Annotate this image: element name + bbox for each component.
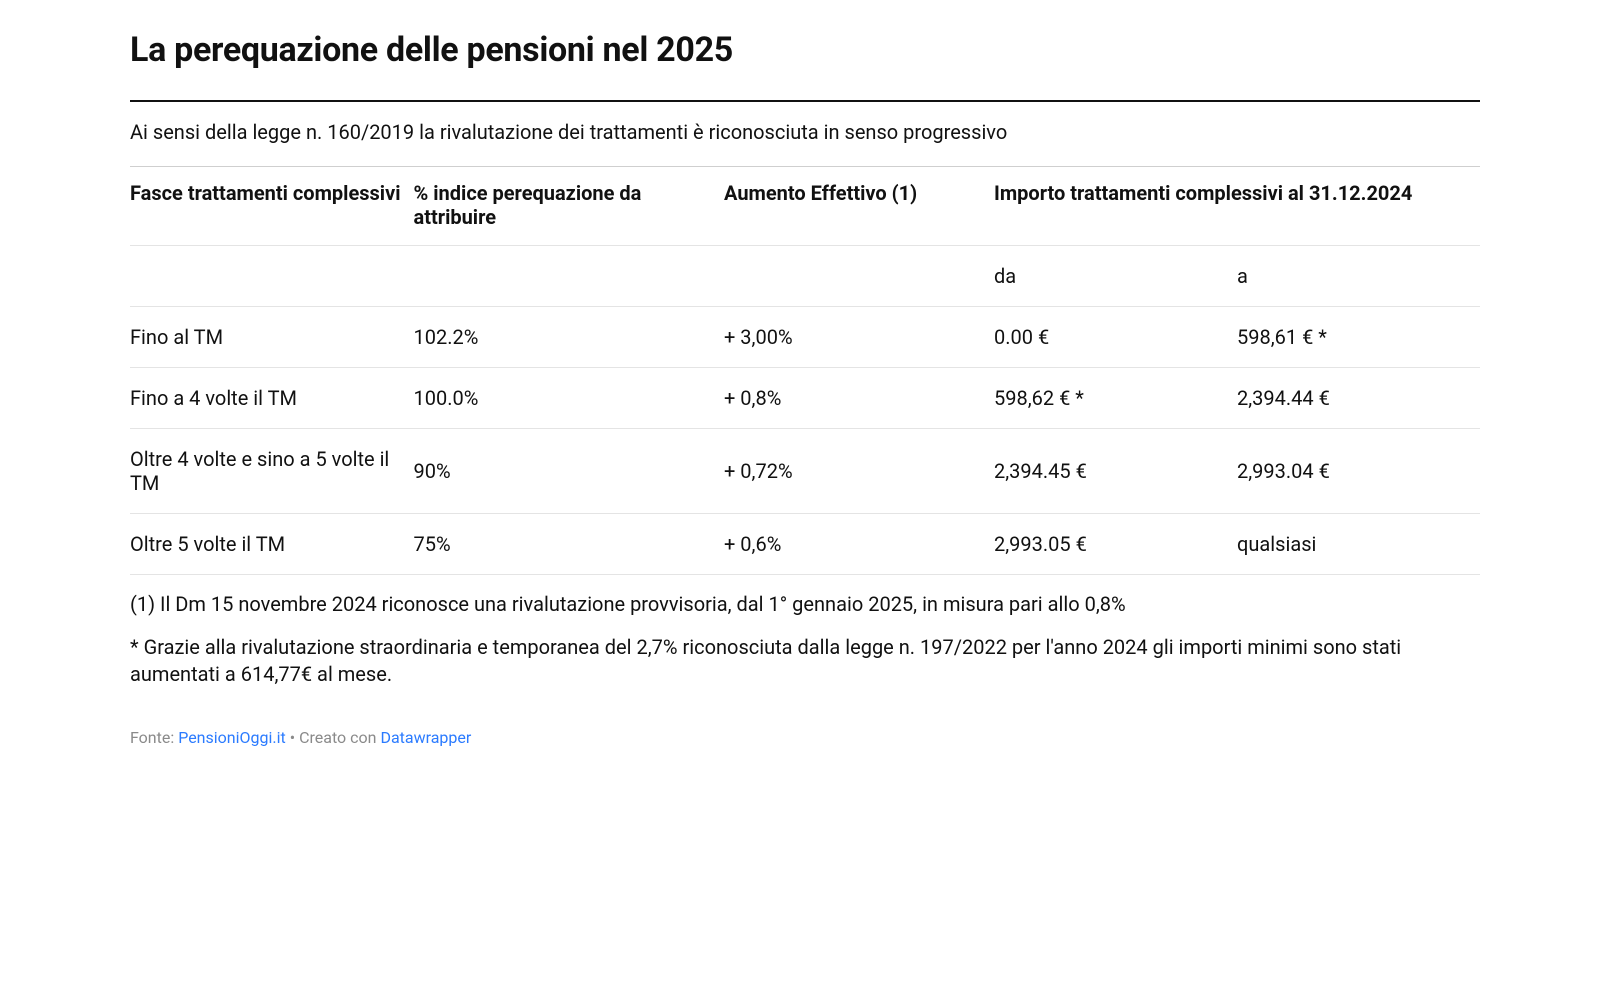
subheader-empty xyxy=(130,246,414,307)
cell-indice: 100.0% xyxy=(414,368,725,429)
col-header-aumento: Aumento Effettivo (1) xyxy=(724,167,994,246)
source-created-label: Creato con xyxy=(299,728,380,747)
table-subheader-row: da a xyxy=(130,246,1480,307)
cell-a: 2,394.44 € xyxy=(1237,368,1480,429)
cell-a: 2,993.04 € xyxy=(1237,429,1480,514)
cell-da: 2,993.05 € xyxy=(994,514,1237,575)
table-row: Fino a 4 volte il TM 100.0% + 0,8% 598,6… xyxy=(130,368,1480,429)
subheader-empty xyxy=(414,246,725,307)
table-header-row: Fasce trattamenti complessivi % indice p… xyxy=(130,167,1480,246)
footnote-1: (1) Il Dm 15 novembre 2024 riconosce una… xyxy=(130,591,1480,618)
title-rule xyxy=(130,100,1480,102)
cell-indice: 90% xyxy=(414,429,725,514)
source-label: Fonte: xyxy=(130,728,178,747)
cell-aumento: + 0,8% xyxy=(724,368,994,429)
subheader-to: a xyxy=(1237,246,1480,307)
footnote-2: * Grazie alla rivalutazione straordinari… xyxy=(130,634,1480,688)
cell-fascia: Fino al TM xyxy=(130,307,414,368)
intro-text: Ai sensi della legge n. 160/2019 la riva… xyxy=(130,120,1480,144)
cell-fascia: Oltre 4 volte e sino a 5 volte il TM xyxy=(130,429,414,514)
cell-fascia: Oltre 5 volte il TM xyxy=(130,514,414,575)
source-line: Fonte: PensioniOggi.it • Creato con Data… xyxy=(130,728,1480,747)
document-container: La perequazione delle pensioni nel 2025 … xyxy=(80,0,1530,803)
col-header-indice: % indice perequazione da attribuire xyxy=(414,167,725,246)
cell-indice: 102.2% xyxy=(414,307,725,368)
cell-aumento: + 3,00% xyxy=(724,307,994,368)
cell-aumento: + 0,72% xyxy=(724,429,994,514)
subheader-from: da xyxy=(994,246,1237,307)
source-separator: • xyxy=(286,728,299,747)
col-header-importo: Importo trattamenti complessivi al 31.12… xyxy=(994,167,1480,246)
cell-fascia: Fino a 4 volte il TM xyxy=(130,368,414,429)
source-link-datawrapper[interactable]: Datawrapper xyxy=(380,728,471,747)
source-link-pensionioggi[interactable]: PensioniOggi.it xyxy=(178,728,286,747)
cell-da: 598,62 € * xyxy=(994,368,1237,429)
col-header-fasce: Fasce trattamenti complessivi xyxy=(130,167,414,246)
subheader-empty xyxy=(724,246,994,307)
cell-da: 0.00 € xyxy=(994,307,1237,368)
pension-table: Fasce trattamenti complessivi % indice p… xyxy=(130,166,1480,575)
table-row: Oltre 5 volte il TM 75% + 0,6% 2,993.05 … xyxy=(130,514,1480,575)
cell-da: 2,394.45 € xyxy=(994,429,1237,514)
page-title: La perequazione delle pensioni nel 2025 xyxy=(130,30,1480,70)
cell-aumento: + 0,6% xyxy=(724,514,994,575)
table-row: Oltre 4 volte e sino a 5 volte il TM 90%… xyxy=(130,429,1480,514)
cell-a: qualsiasi xyxy=(1237,514,1480,575)
cell-a: 598,61 € * xyxy=(1237,307,1480,368)
table-row: Fino al TM 102.2% + 3,00% 0.00 € 598,61 … xyxy=(130,307,1480,368)
cell-indice: 75% xyxy=(414,514,725,575)
